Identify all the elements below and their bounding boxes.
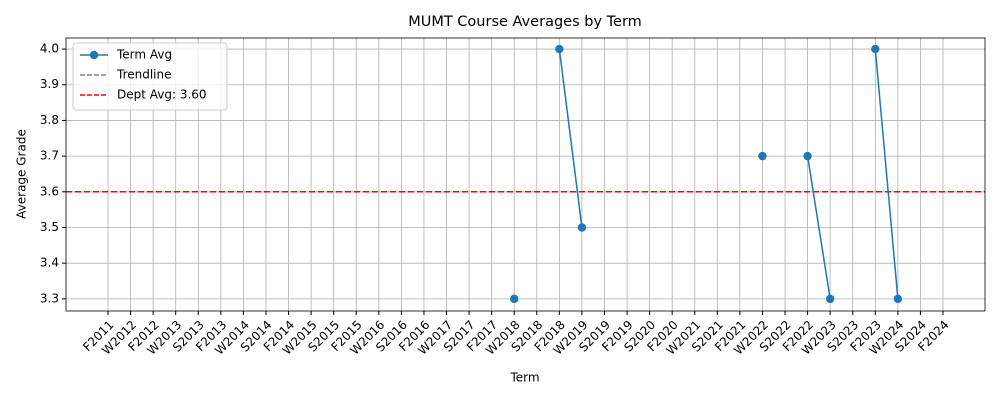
point — [758, 151, 767, 161]
point — [510, 294, 519, 304]
legend-label: Term Avg — [116, 48, 172, 62]
line — [806, 156, 831, 299]
legend-label: Trendline — [116, 68, 172, 82]
point — [555, 44, 564, 54]
point — [893, 294, 903, 304]
y-tick-label: 4.0 — [40, 42, 59, 56]
legend-marker — [89, 50, 99, 60]
legend-label: Dept Avg: 3.60 — [117, 88, 207, 102]
y-tick-label: 3.6 — [40, 184, 59, 198]
y-tick-label: 3.8 — [40, 113, 59, 127]
legend: Term Avg Trendline Dept Avg: 3.60 — [72, 42, 228, 111]
line — [558, 48, 583, 228]
y-tick-label: 3.7 — [40, 149, 59, 163]
chart-title: MUMT Course Averages by Term — [408, 14, 642, 30]
point — [825, 294, 835, 304]
point — [871, 44, 880, 54]
point — [803, 151, 812, 161]
y-tick-label: 3.4 — [40, 256, 59, 270]
legend-box — [72, 42, 228, 111]
y-axis-label: Average Grade — [15, 129, 29, 219]
plot-frame — [65, 37, 986, 312]
y-tick-label: 3.9 — [40, 77, 59, 91]
y-tick-label: 3.5 — [40, 220, 59, 234]
point — [577, 223, 587, 232]
x-axis-label: Term — [509, 371, 539, 385]
y-tick-label: 3.3 — [40, 291, 59, 305]
line — [874, 48, 899, 299]
